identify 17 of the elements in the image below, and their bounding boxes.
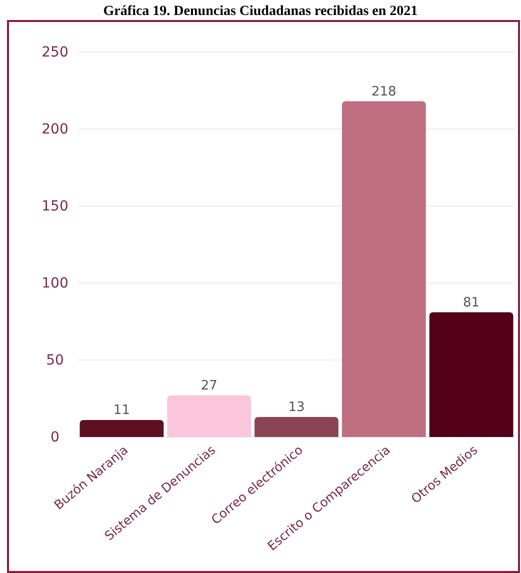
bar: [429, 312, 514, 437]
chart-title: Gráfica 19. Denuncias Ciudadanas recibidas en 2021: [103, 4, 418, 19]
data-label: 27: [200, 378, 218, 394]
y-tick-label: 250: [42, 44, 68, 60]
bar: [342, 101, 426, 437]
data-label: 218: [371, 84, 396, 100]
bar: [167, 395, 252, 437]
bar: [254, 416, 338, 437]
y-tick-label: 100: [42, 275, 68, 292]
y-tick-label: 150: [42, 198, 68, 214]
data-label: 81: [463, 295, 480, 310]
y-tick-label: 200: [42, 121, 68, 138]
data-label: 13: [288, 400, 305, 415]
data-label: 11: [113, 403, 130, 418]
y-tick-label: 0: [50, 429, 60, 446]
bar: [80, 420, 164, 437]
y-tick-label: 50: [46, 352, 64, 368]
